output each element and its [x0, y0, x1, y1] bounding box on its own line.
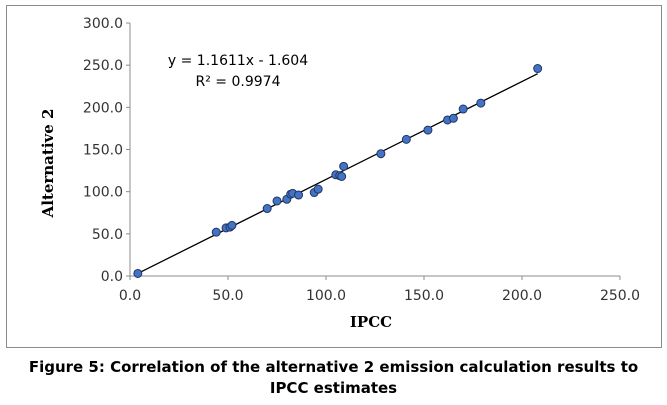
- data-point: [227, 220, 237, 230]
- data-point: [476, 98, 486, 108]
- trendline-r-squared: R² = 0.9974: [196, 74, 281, 90]
- data-point: [423, 125, 433, 135]
- y-axis-label: Alternative 2: [39, 109, 57, 219]
- x-tick-label: 250.0: [600, 288, 640, 304]
- chart-frame: 0.0 50.0 100.0 150.0 200.0 250.0 300.0 0.0 50.0…: [6, 5, 662, 348]
- y-tick-label: 300.0: [83, 16, 123, 32]
- x-tick-label: 50.0: [212, 288, 243, 304]
- trendline-equation: y = 1.1611x - 1.604: [168, 53, 308, 69]
- figure-caption-line-2: IPCC estimates: [269, 379, 398, 397]
- y-tick-label: 250.0: [83, 58, 123, 74]
- x-tick-label: 150.0: [404, 288, 444, 304]
- data-point: [211, 227, 221, 237]
- x-tick-label: 0.0: [119, 288, 141, 304]
- scatter-chart: 0.0 50.0 100.0 150.0 200.0 250.0 300.0 0.0 50.0…: [39, 16, 640, 331]
- x-axis-ticks: 0.0 50.0 100.0 150.0 200.0 250.0: [119, 276, 640, 304]
- data-point: [133, 268, 143, 278]
- data-point: [458, 104, 468, 114]
- data-point: [339, 161, 349, 171]
- x-axis-label: IPCC: [350, 313, 392, 331]
- data-point: [337, 171, 347, 181]
- x-tick-label: 100.0: [306, 288, 346, 304]
- x-tick-label: 200.0: [502, 288, 542, 304]
- y-tick-label: 100.0: [83, 185, 123, 201]
- figure-caption-line-1: Figure 5: Correlation of the alternative…: [28, 358, 639, 376]
- data-point: [313, 184, 323, 194]
- data-point: [376, 149, 386, 159]
- y-tick-label: 150.0: [83, 143, 123, 159]
- data-point: [294, 190, 304, 200]
- data-points: [133, 64, 543, 278]
- y-tick-label: 0.0: [101, 269, 123, 285]
- data-point: [272, 196, 282, 206]
- data-point: [533, 64, 543, 74]
- y-tick-label: 200.0: [83, 100, 123, 116]
- data-point: [262, 204, 272, 214]
- data-point: [448, 113, 458, 123]
- y-axis-ticks: 0.0 50.0 100.0 150.0 200.0 250.0 300.0: [83, 16, 130, 285]
- data-point: [401, 134, 411, 144]
- y-tick-label: 50.0: [92, 227, 123, 243]
